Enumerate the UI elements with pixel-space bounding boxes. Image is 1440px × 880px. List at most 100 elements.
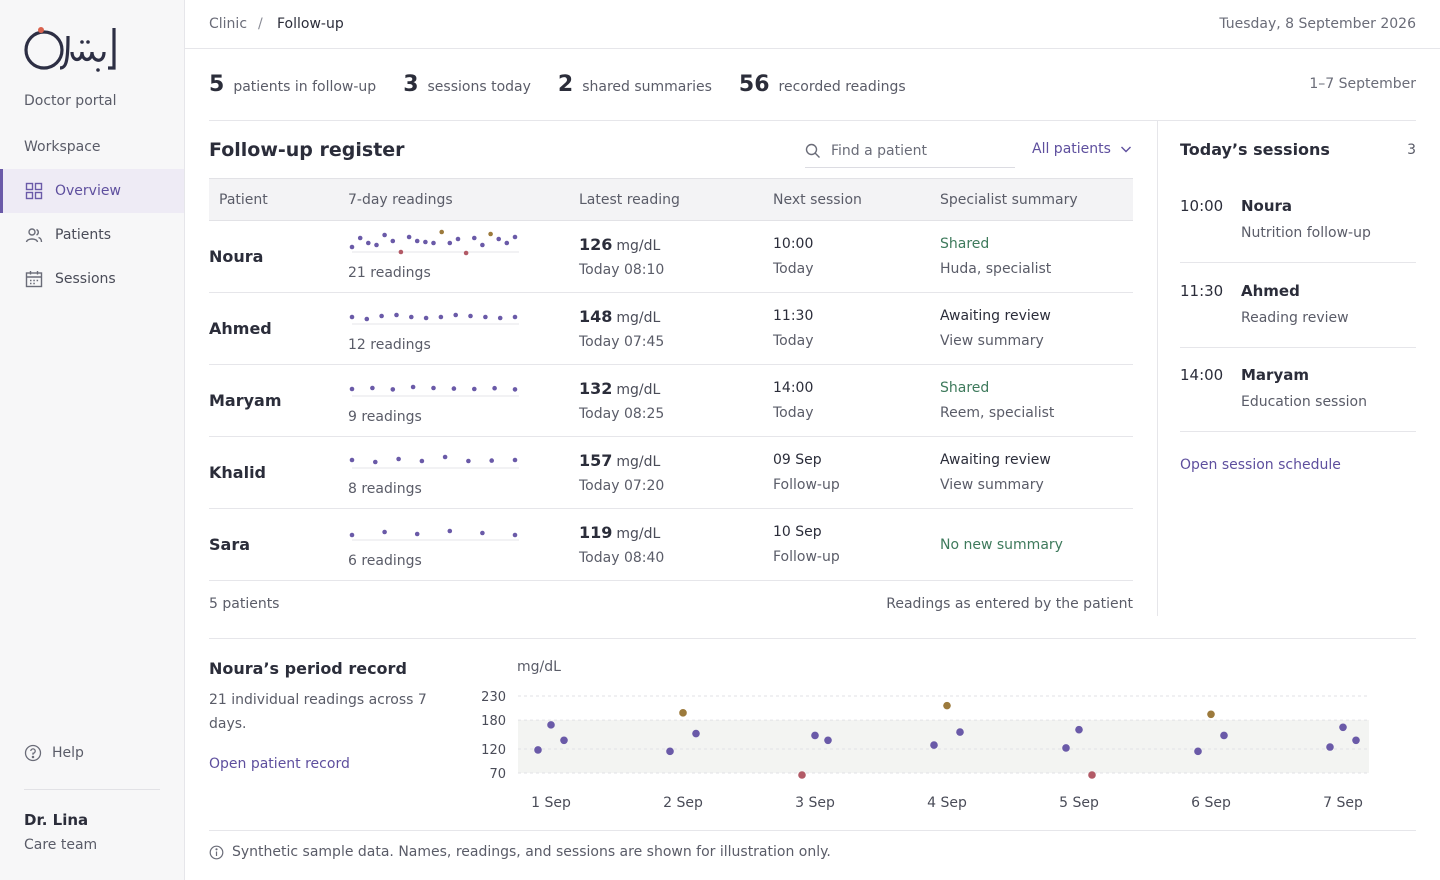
view-summary-link[interactable]: View summary xyxy=(940,477,1044,493)
latest-reading-unit: mg/dL xyxy=(616,382,661,398)
stats-divider xyxy=(209,120,1416,121)
x-tick-label: 3 Sep xyxy=(795,795,835,811)
session-item[interactable]: 14:00 Maryam Education session xyxy=(1180,347,1416,432)
chart-ylabel: mg/dL xyxy=(517,659,561,675)
sparkline-point xyxy=(492,385,497,391)
latest-reading-value: 132 xyxy=(579,379,613,398)
table-row[interactable]: Maryam 9 readings 132 mg/dL Today 08:25 1… xyxy=(209,365,1133,437)
table-row[interactable]: Ahmed 12 readings 148 mg/dL Today 07:45 1… xyxy=(209,293,1133,365)
reading-point xyxy=(560,736,568,745)
sparkline-point xyxy=(472,235,477,241)
sparkline-point xyxy=(468,313,473,319)
reading-point xyxy=(1088,771,1096,779)
sparkline-point xyxy=(370,385,375,391)
reading-point xyxy=(1062,744,1070,752)
session-item[interactable]: 11:30 Ahmed Reading review xyxy=(1180,263,1416,348)
date-range: 1–7 September xyxy=(1309,76,1416,92)
table-row[interactable]: Khalid 8 readings 157 mg/dL Today 07:20 0… xyxy=(209,437,1133,509)
filter-value: All patients xyxy=(1032,141,1111,157)
x-tick-label: 6 Sep xyxy=(1191,795,1231,811)
summary-status: Shared xyxy=(940,236,990,252)
stat-value: 5 xyxy=(209,72,225,97)
latest-reading: 119 mg/dL xyxy=(579,523,660,542)
latest-reading-time: Today 08:10 xyxy=(579,262,665,278)
sparkline-point xyxy=(349,532,355,538)
table-row[interactable]: Noura 21 readings 126 mg/dL Today 08:10 1… xyxy=(209,221,1133,293)
calendar-icon xyxy=(24,269,44,289)
summary-status: Awaiting review xyxy=(940,308,1051,324)
summary-status: Shared xyxy=(940,380,990,396)
reading-point xyxy=(1207,710,1215,719)
section-divider xyxy=(209,638,1416,639)
latest-reading-unit: mg/dL xyxy=(616,238,661,254)
info-icon xyxy=(209,845,224,860)
sparkline-point xyxy=(419,458,425,464)
next-session-time: 10:00 xyxy=(773,236,814,252)
y-tick-label: 230 xyxy=(481,690,506,705)
reading-point xyxy=(943,701,951,710)
x-tick-label: 7 Sep xyxy=(1323,795,1363,811)
portal-label: Doctor portal xyxy=(24,93,117,109)
brand-logo xyxy=(24,27,116,72)
view-summary-link[interactable]: View summary xyxy=(940,333,1044,349)
sparkline-point xyxy=(398,249,404,255)
chevron-down-icon xyxy=(1119,142,1133,156)
stat-label: sessions today xyxy=(427,79,531,95)
sidebar-divider xyxy=(24,789,160,790)
workspace-label: Workspace xyxy=(24,139,101,155)
next-session-day: Today xyxy=(773,405,814,421)
open-patient-record-link[interactable]: Open patient record xyxy=(209,756,350,772)
stat-label: shared summaries xyxy=(582,79,712,95)
sessions-title: Today’s sessions xyxy=(1180,140,1330,159)
sidebar-item-sessions[interactable]: Sessions xyxy=(0,257,184,301)
sparkline-point xyxy=(512,234,518,240)
breadcrumb-clinic[interactable]: Clinic xyxy=(209,16,248,32)
help-link[interactable]: Help xyxy=(24,744,84,762)
stat-value: 56 xyxy=(738,72,770,97)
sparkline-point xyxy=(480,530,485,536)
sparkline-point xyxy=(423,239,428,245)
sidebar-item-label: Overview xyxy=(55,183,121,199)
session-patient: Maryam xyxy=(1241,366,1309,384)
sparkline-point xyxy=(349,386,355,392)
table-row[interactable]: Sara 6 readings 119 mg/dL Today 08:40 10 … xyxy=(209,509,1133,581)
sparkline-point xyxy=(512,457,518,463)
reading-point xyxy=(1220,731,1228,740)
sparkline-point xyxy=(390,387,396,392)
user-name: Dr. Lina xyxy=(24,811,89,829)
sparkline-point xyxy=(423,315,429,321)
open-session-schedule-link[interactable]: Open session schedule xyxy=(1180,457,1341,473)
summary-author: Reem, specialist xyxy=(940,405,1055,421)
help-icon xyxy=(24,744,42,762)
session-type: Education session xyxy=(1241,394,1367,410)
sparkline-point xyxy=(431,240,436,246)
sparkline-point xyxy=(466,458,471,464)
readings-sparkline xyxy=(349,229,519,256)
summary-status: Awaiting review xyxy=(940,452,1051,468)
latest-reading-value: 119 xyxy=(579,523,613,542)
current-date: Tuesday, 8 September 2026 xyxy=(1219,16,1416,32)
stat-value: 3 xyxy=(403,72,419,97)
top-bar: Clinic / Follow-up Tuesday, 8 September … xyxy=(185,0,1440,49)
session-type: Reading review xyxy=(1241,310,1349,326)
reading-point xyxy=(547,721,555,729)
session-item[interactable]: 10:00 Noura Nutrition follow-up xyxy=(1180,178,1416,263)
sidebar-item-overview[interactable]: Overview xyxy=(0,169,184,213)
footnote-text: Synthetic sample data. Names, readings, … xyxy=(232,844,831,860)
breadcrumb-separator: / xyxy=(258,16,263,32)
column-header: Patient xyxy=(219,192,268,208)
latest-reading-unit: mg/dL xyxy=(616,526,661,542)
patient-filter-dropdown[interactable]: All patients xyxy=(1032,141,1133,157)
y-tick-label: 120 xyxy=(481,743,506,758)
stat-patients: 5 patients in follow-up xyxy=(209,72,376,97)
sparkline-point xyxy=(438,314,444,320)
reading-point xyxy=(798,771,806,779)
sparkline-point xyxy=(488,231,493,237)
x-tick-label: 4 Sep xyxy=(927,795,967,811)
sidebar-item-patients[interactable]: Patients xyxy=(0,213,184,257)
sparkline-point xyxy=(447,240,453,246)
reading-point xyxy=(1326,743,1334,751)
x-tick-label: 2 Sep xyxy=(663,795,703,811)
search-input[interactable] xyxy=(831,142,1001,159)
latest-reading-unit: mg/dL xyxy=(616,310,661,326)
